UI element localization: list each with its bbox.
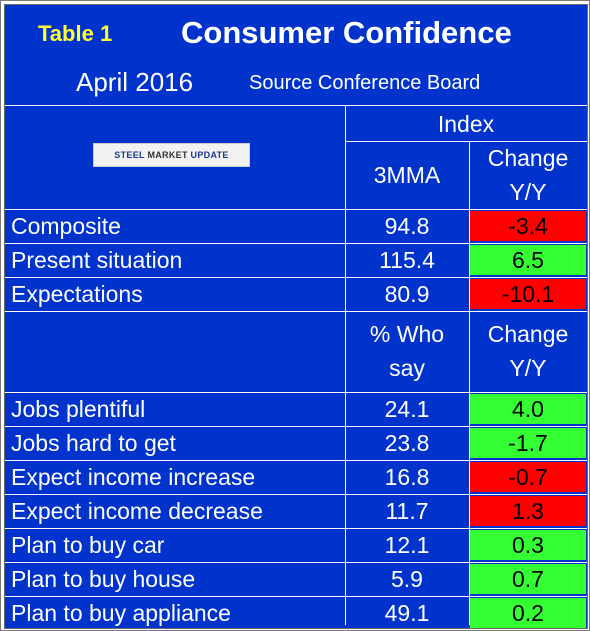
row-label: Plan to buy house — [11, 565, 196, 592]
grid-line — [5, 243, 587, 244]
row-value: 115.4 — [379, 246, 435, 273]
row-label: Plan to buy car — [11, 531, 165, 558]
grid-line — [5, 460, 587, 461]
grid-line — [5, 105, 587, 106]
row-value: 94.8 — [384, 212, 430, 239]
table-title: Consumer Confidence — [181, 15, 512, 50]
row-label: Jobs hard to get — [11, 429, 176, 456]
row-value: 49.1 — [384, 599, 430, 626]
row-value: 80.9 — [384, 280, 430, 307]
row-change: -10.1 — [470, 279, 586, 309]
grid-line — [5, 562, 587, 563]
steel-market-update-logo: STEEL MARKET UPDATE — [93, 143, 250, 167]
row-value: 16.8 — [384, 463, 430, 490]
row-value: 24.1 — [384, 395, 430, 422]
row-value: 5.9 — [391, 565, 423, 592]
row-change: -3.4 — [470, 211, 586, 241]
grid-line — [5, 311, 587, 312]
row-label: Plan to buy appliance — [11, 599, 231, 626]
source-note: Source Conference Board — [249, 72, 481, 94]
row-label: Expectations — [11, 280, 143, 307]
grid-line — [5, 277, 587, 278]
change-column-header: Change Y/Y — [487, 145, 569, 205]
row-change: 1.3 — [470, 496, 586, 526]
row-label: Composite — [11, 212, 121, 239]
grid-line — [345, 105, 346, 625]
report-date: April 2016 — [76, 67, 194, 97]
row-change: 6.5 — [470, 245, 586, 275]
row-change: -0.7 — [470, 462, 586, 492]
title-row: Table 1 Consumer Confidence — [5, 5, 587, 65]
row-label: Expect income decrease — [11, 497, 263, 524]
row-change: 0.7 — [470, 564, 586, 594]
row-change: 0.3 — [470, 530, 586, 560]
grid-line — [469, 141, 470, 625]
grid-line — [5, 392, 587, 393]
row-label: Jobs plentiful — [11, 395, 146, 422]
grid-line — [5, 528, 587, 529]
row-value: 12.1 — [384, 531, 430, 558]
grid-line — [5, 426, 587, 427]
percent-who-say-header: % Who say — [369, 321, 445, 381]
row-change: -1.7 — [470, 428, 586, 458]
grid-line — [345, 141, 587, 142]
row-value: 23.8 — [384, 429, 430, 456]
table-panel: Table 1 Consumer Confidence April 2016 S… — [4, 4, 588, 629]
grid-line — [5, 494, 587, 495]
grid-line — [5, 209, 587, 210]
row-value: 11.7 — [385, 497, 429, 524]
grid-line — [5, 596, 587, 597]
table-number-label: Table 1 — [38, 21, 113, 46]
row-change: 0.2 — [470, 598, 586, 628]
row-label: Present situation — [11, 246, 183, 273]
change-column-header-2: Change Y/Y — [487, 321, 569, 381]
row-label: Expect income increase — [11, 463, 256, 490]
row-change: 4.0 — [470, 394, 586, 424]
3mma-column-header: 3MMA — [373, 162, 441, 188]
index-group-header: Index — [437, 111, 495, 137]
